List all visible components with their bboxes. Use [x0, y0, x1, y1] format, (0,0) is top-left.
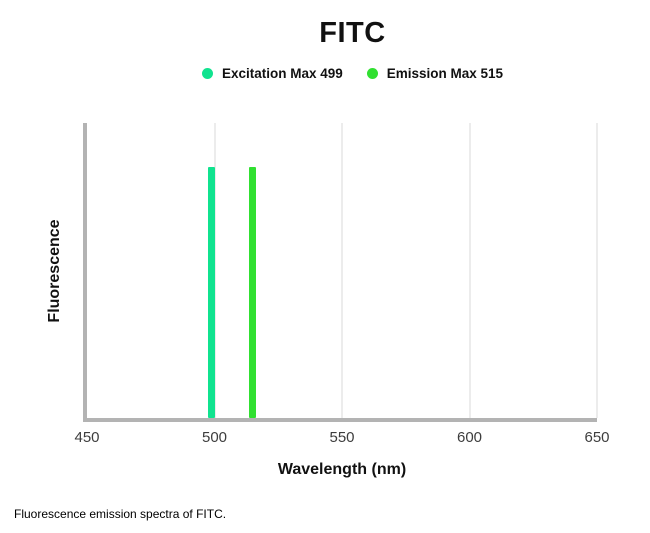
- spectrum-bar-excitation: [208, 167, 216, 418]
- legend: Excitation Max 499 Emission Max 515: [55, 66, 650, 81]
- gridline: [341, 123, 343, 418]
- figure-caption: Fluorescence emission spectra of FITC.: [14, 507, 227, 521]
- legend-item-emission: Emission Max 515: [366, 66, 504, 81]
- y-axis-title: Fluorescence: [46, 219, 63, 323]
- x-tick-label: 500: [201, 429, 228, 446]
- x-tick-label: 650: [584, 429, 610, 446]
- x-tick-label: 600: [456, 429, 483, 446]
- legend-item-excitation: Excitation Max 499: [201, 66, 343, 81]
- spectrum-bar-emission: [249, 167, 257, 418]
- chart-title: FITC: [319, 17, 386, 49]
- x-tick-label: 450: [74, 429, 100, 446]
- x-axis-title: Wavelength (nm): [277, 461, 407, 478]
- gridline: [596, 123, 598, 418]
- excitation-legend-label: Excitation Max 499: [221, 66, 343, 81]
- y-axis-line: [83, 123, 87, 422]
- x-tick-label: 550: [329, 429, 355, 446]
- x-axis-line: [83, 418, 597, 422]
- excitation-legend-dot-icon: [201, 68, 213, 79]
- gridline: [468, 123, 471, 418]
- plot-area: [83, 123, 598, 422]
- emission-legend-label: Emission Max 515: [386, 66, 504, 81]
- emission-legend-dot-icon: [366, 68, 378, 79]
- x-tick-labels: 450 500 550 600 650: [74, 429, 609, 447]
